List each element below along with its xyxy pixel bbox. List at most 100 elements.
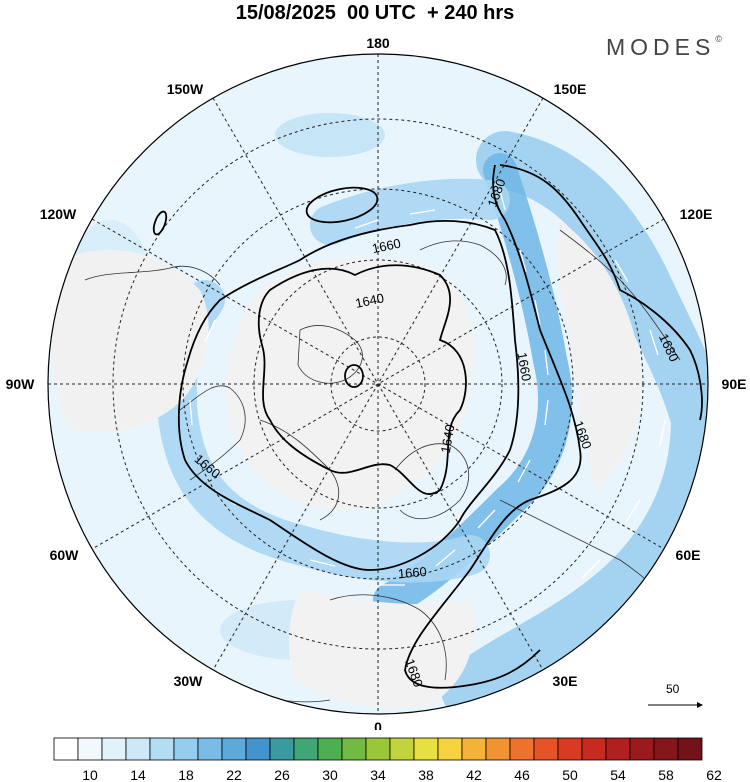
colorbar-box	[581, 737, 607, 761]
colorbar-box	[533, 737, 559, 761]
wind-vector	[309, 559, 336, 567]
colorbar-box	[221, 737, 247, 761]
colorbar-tick-label: 38	[418, 767, 434, 782]
wind-vector	[354, 219, 379, 229]
meridian-120e-60w	[91, 218, 665, 550]
lat-circle-80	[330, 336, 426, 432]
colorbar-tick-label: 42	[466, 767, 482, 782]
wind-vector	[189, 399, 193, 426]
wind-vector	[544, 349, 549, 376]
longitude-labels: 180 150W 150E 120W 120E 90W 90E 60W 60E …	[6, 35, 747, 730]
colorbar-box	[557, 737, 583, 761]
colorbar-tick-label: 46	[514, 767, 530, 782]
contour-label-1640-a: 1640	[354, 290, 385, 311]
contour-label-1660-a: 1660	[371, 235, 402, 256]
wind-vector	[517, 459, 531, 483]
copyright-mark: ©	[715, 34, 722, 44]
colorbar-box	[149, 737, 175, 761]
meridians	[48, 54, 708, 714]
lon-30e: 30E	[553, 673, 578, 689]
coast-hudson	[179, 385, 246, 481]
wind-vector	[614, 259, 629, 283]
wind-vector	[625, 499, 641, 523]
lon-60e: 60E	[676, 547, 701, 563]
colorbar-box	[437, 737, 463, 761]
colorbar-box	[125, 737, 151, 761]
coast-alaska	[84, 265, 221, 286]
colorbar-box	[269, 737, 295, 761]
reference-vector-label: 50	[666, 682, 680, 696]
north-america-calm-region	[52, 250, 209, 433]
jet-core-shading	[441, 131, 708, 714]
lon-180: 180	[366, 35, 390, 51]
lon-30w: 30W	[174, 673, 204, 689]
map-title: 15/08/2025 00 UTC + 240 hrs	[235, 2, 515, 24]
lon-120e: 120E	[680, 206, 713, 222]
colorbar-tick-label: 10	[82, 767, 98, 782]
contour-label-1640-b: 1640	[438, 423, 458, 454]
polar-map: 1680 1660 1640 1660 1640 1680 1680 1660 …	[6, 35, 747, 730]
coast-europe	[329, 594, 447, 681]
wind-vector	[581, 559, 601, 579]
colorbar-box	[605, 737, 631, 761]
wind-vector	[477, 509, 496, 529]
coast-scandinavia	[394, 443, 469, 519]
colorbar-box	[653, 737, 679, 761]
colorbar-box	[197, 737, 223, 761]
coast-siberia	[559, 229, 681, 361]
lon-150w: 150W	[167, 81, 204, 97]
lon-0: 0	[374, 719, 382, 730]
colorbar-box	[485, 737, 511, 761]
colorbar-tick-label: 30	[322, 767, 338, 782]
colorbar-box	[317, 737, 343, 761]
colorbar-tick-label: 14	[130, 767, 146, 782]
contour-1660	[177, 219, 520, 571]
colorbar-box	[53, 737, 79, 761]
contour-1680	[404, 164, 703, 689]
logo-text: MODES	[606, 34, 716, 60]
lon-120w: 120W	[40, 206, 77, 222]
colorbar-box	[101, 737, 127, 761]
contour-small-low	[344, 364, 364, 388]
lon-90w: 90W	[6, 376, 36, 392]
colorbar-box	[365, 737, 391, 761]
colorbar-box	[413, 737, 439, 761]
colorbar-box	[389, 737, 415, 761]
map-boundary	[47, 53, 709, 715]
colorbar-boxes	[53, 737, 703, 761]
colorbar-box	[509, 737, 535, 761]
map-disk: 1680 1660 1640 1660 1640 1680 1680 1660 …	[48, 54, 708, 714]
colorbar-tick-label: 22	[226, 767, 242, 782]
contour-1680-closed	[305, 186, 379, 224]
lon-150e: 150E	[554, 81, 587, 97]
lon-60w: 60W	[50, 547, 80, 563]
colorbar-box	[677, 737, 703, 761]
colorbar-tick-label: 58	[658, 767, 674, 782]
lat-circle-60	[182, 188, 574, 580]
colorbar-box	[293, 737, 319, 761]
colorbar-tick-label: 34	[370, 767, 386, 782]
colorbar-tick-label: 54	[610, 767, 626, 782]
contour-label-1660-b: 1660	[514, 351, 534, 382]
coast-east-siberia	[419, 240, 507, 286]
lon-90e: 90E	[722, 376, 747, 392]
colorbar: 10141822263034384246505458626670	[53, 737, 722, 782]
colorbar-tick-label: 18	[178, 767, 194, 782]
coast-arctic-islands	[297, 325, 363, 384]
height-contours	[152, 164, 703, 689]
wind-vector	[435, 549, 456, 567]
wind-vector	[649, 329, 659, 356]
wind-vector	[534, 299, 541, 326]
colorbar-tick-label: 62	[706, 767, 722, 782]
asia-calm-region	[557, 220, 642, 490]
europe-calm-region	[288, 590, 474, 708]
wind-vector	[544, 399, 549, 426]
pacific-shading	[275, 113, 385, 157]
colorbar-box	[245, 737, 271, 761]
colorbar-box	[77, 737, 103, 761]
wind-vector	[659, 419, 666, 446]
colorbar-tick-label: 50	[562, 767, 578, 782]
wind-vector	[519, 249, 527, 273]
colorbar-box	[173, 737, 199, 761]
colorbar-box	[341, 737, 367, 761]
